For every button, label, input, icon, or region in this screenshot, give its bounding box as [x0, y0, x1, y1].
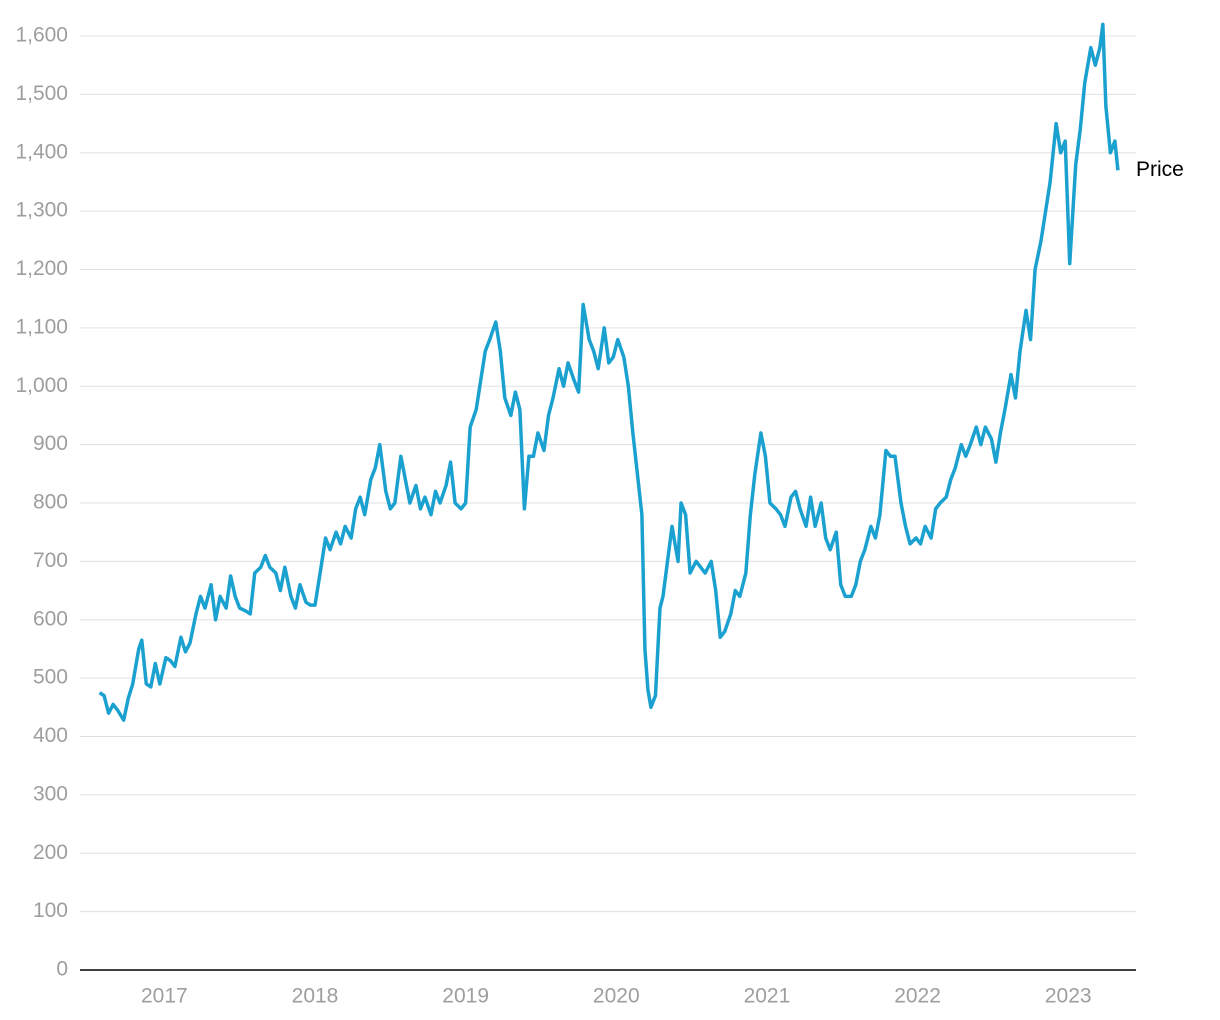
y-tick-label: 1,100: [15, 315, 68, 338]
y-tick-label: 200: [33, 841, 68, 864]
y-tick-label: 1,000: [15, 374, 68, 397]
x-tick-label: 2023: [1045, 985, 1092, 1008]
y-tick-label: 800: [33, 491, 68, 514]
y-tick-label: 600: [33, 607, 68, 630]
y-tick-label: 500: [33, 666, 68, 689]
y-tick-label: 1,400: [15, 140, 68, 163]
price-line: [98, 22, 1120, 722]
x-tick-label: 2022: [894, 985, 941, 1008]
y-tick-label: 1,600: [15, 24, 68, 47]
x-tick-label: 2017: [141, 985, 188, 1008]
y-tick-label: 1,300: [15, 199, 68, 222]
y-tick-label: 400: [33, 724, 68, 747]
x-tick-label: 2018: [292, 985, 339, 1008]
y-tick-label: 700: [33, 549, 68, 572]
x-tick-label: 2020: [593, 985, 640, 1008]
x-tick-label: 2019: [442, 985, 489, 1008]
x-tick-label: 2021: [744, 985, 791, 1008]
y-tick-label: 100: [33, 899, 68, 922]
y-tick-label: 0: [56, 958, 68, 981]
y-tick-label: 1,500: [15, 82, 68, 105]
y-tick-label: 1,200: [15, 257, 68, 280]
series-label: Price: [1136, 158, 1184, 181]
y-tick-label: 900: [33, 432, 68, 455]
y-tick-label: 300: [33, 782, 68, 805]
